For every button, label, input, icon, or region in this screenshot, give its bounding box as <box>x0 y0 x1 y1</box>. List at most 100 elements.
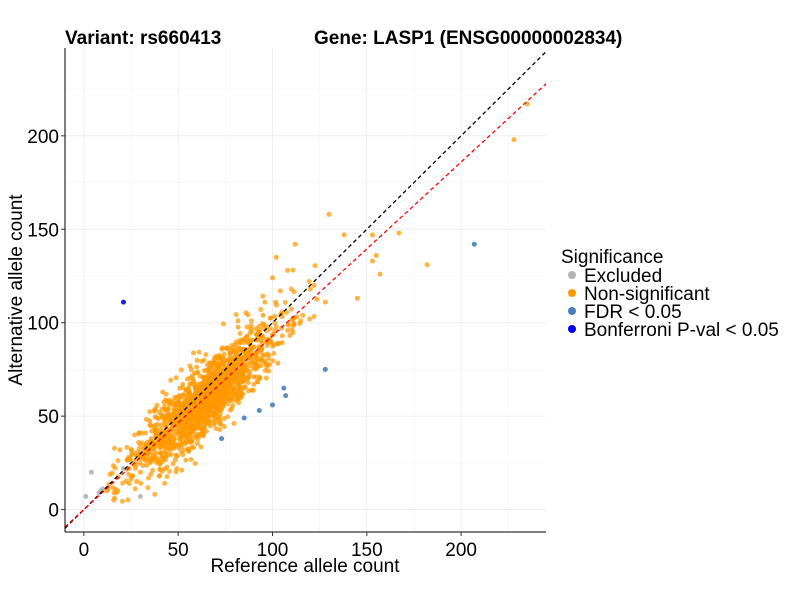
point-non-significant <box>222 398 228 404</box>
reference-line-fitted <box>65 83 546 528</box>
point-non-significant <box>140 463 146 469</box>
point-non-significant <box>290 322 296 328</box>
point-non-significant <box>159 439 165 445</box>
point-non-significant <box>185 417 191 423</box>
point-non-significant <box>201 357 207 363</box>
point-non-significant <box>253 374 259 380</box>
reference-line-identity <box>65 51 546 529</box>
point-fdr-0-05 <box>283 393 289 399</box>
point-non-significant <box>111 490 117 496</box>
point-non-significant <box>240 391 246 397</box>
point-non-significant <box>152 491 158 497</box>
point-non-significant <box>258 306 264 312</box>
point-non-significant <box>264 364 270 370</box>
point-non-significant <box>176 414 182 420</box>
point-non-significant <box>103 488 109 494</box>
point-non-significant <box>262 299 268 305</box>
point-non-significant <box>213 355 219 361</box>
point-non-significant <box>221 359 227 365</box>
point-non-significant <box>143 416 149 422</box>
point-non-significant <box>236 345 242 351</box>
grid <box>65 48 546 532</box>
point-non-significant <box>153 431 159 437</box>
point-non-significant <box>191 350 197 356</box>
point-non-significant <box>326 211 332 217</box>
point-non-significant <box>242 336 248 342</box>
point-non-significant <box>225 414 231 420</box>
point-non-significant <box>270 343 276 349</box>
point-non-significant <box>260 293 266 299</box>
point-non-significant <box>197 425 203 431</box>
point-non-significant <box>196 393 202 399</box>
point-non-significant <box>179 467 185 473</box>
point-non-significant <box>208 406 214 412</box>
point-non-significant <box>241 384 247 390</box>
point-non-significant <box>107 471 113 477</box>
point-non-significant <box>229 343 235 349</box>
point-non-significant <box>185 425 191 431</box>
point-non-significant <box>224 387 230 393</box>
point-non-significant <box>377 271 383 277</box>
point-non-significant <box>126 480 132 486</box>
point-non-significant <box>127 455 133 461</box>
point-non-significant <box>229 356 235 362</box>
point-non-significant <box>168 417 174 423</box>
point-non-significant <box>200 428 206 434</box>
point-non-significant <box>115 474 121 480</box>
point-non-significant <box>233 339 239 345</box>
point-non-significant <box>162 480 168 486</box>
point-non-significant <box>236 381 242 387</box>
point-non-significant <box>285 327 291 333</box>
point-fdr-0-05 <box>256 408 262 414</box>
point-non-significant <box>207 377 213 383</box>
y-tick-label: 200 <box>27 127 59 148</box>
legend: Significance ExcludedNon-significantFDR … <box>561 247 779 341</box>
point-non-significant <box>233 312 239 318</box>
point-non-significant <box>151 408 157 414</box>
point-non-significant <box>139 440 145 446</box>
point-non-significant <box>188 457 194 463</box>
point-non-significant <box>143 430 149 436</box>
point-non-significant <box>143 441 149 447</box>
point-non-significant <box>201 391 207 397</box>
data-points <box>83 101 530 504</box>
chart-title-variant: Variant: rs660413 <box>65 28 221 49</box>
point-non-significant <box>167 468 173 474</box>
point-non-significant <box>269 275 275 281</box>
point-non-significant <box>369 232 375 238</box>
point-non-significant <box>307 286 313 292</box>
point-excluded <box>100 486 106 492</box>
point-non-significant <box>167 400 173 406</box>
point-non-significant <box>292 241 298 247</box>
point-fdr-0-05 <box>219 436 225 442</box>
point-non-significant <box>251 344 257 350</box>
point-non-significant <box>157 443 163 449</box>
point-non-significant <box>237 357 243 363</box>
point-non-significant <box>229 366 235 372</box>
point-non-significant <box>167 433 173 439</box>
point-fdr-0-05 <box>241 415 247 421</box>
point-non-significant <box>273 302 279 308</box>
point-non-significant <box>163 449 169 455</box>
point-non-significant <box>136 446 142 452</box>
point-non-significant <box>167 438 173 444</box>
point-non-significant <box>183 457 189 463</box>
point-non-significant <box>162 406 168 412</box>
point-non-significant <box>254 337 260 343</box>
x-tick-label: 200 <box>445 540 477 561</box>
point-non-significant <box>235 387 241 393</box>
point-non-significant <box>192 412 198 418</box>
point-non-significant <box>177 428 183 434</box>
point-non-significant <box>112 465 118 471</box>
point-non-significant <box>147 422 153 428</box>
point-non-significant <box>201 384 207 390</box>
point-non-significant <box>203 352 209 358</box>
point-non-significant <box>373 252 379 258</box>
point-non-significant <box>235 324 241 330</box>
point-non-significant <box>177 405 183 411</box>
point-non-significant <box>244 324 250 330</box>
point-non-significant <box>173 375 179 381</box>
point-non-significant <box>312 263 318 269</box>
point-non-significant <box>205 391 211 397</box>
